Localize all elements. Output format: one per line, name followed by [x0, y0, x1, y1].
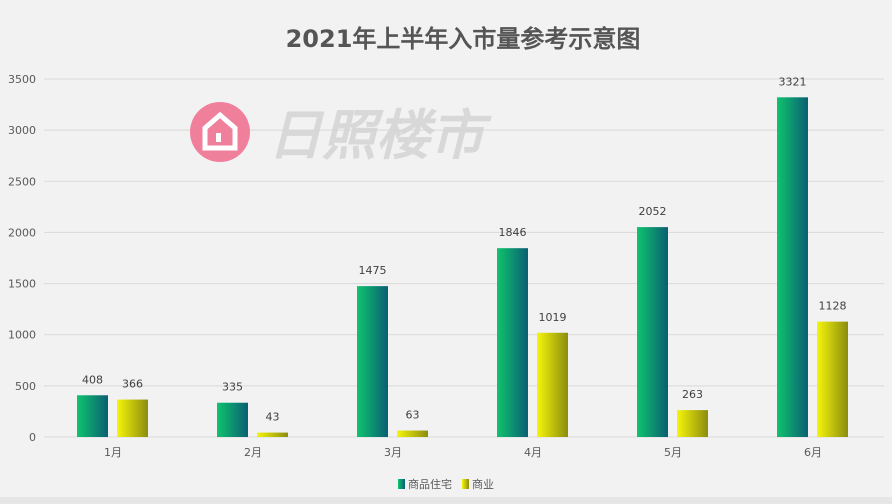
x-tick-label: 3月	[384, 446, 402, 459]
chart-title: 2021年上半年入市量参考示意图	[286, 25, 641, 53]
data-label: 2052	[639, 205, 667, 218]
data-label: 408	[82, 373, 103, 386]
y-tick-label: 500	[15, 380, 36, 393]
bar-commercial	[537, 332, 568, 437]
data-label: 63	[406, 409, 420, 422]
y-tick-label: 0	[29, 431, 36, 444]
y-tick-label: 3500	[8, 73, 36, 86]
x-tick-label: 6月	[804, 446, 822, 459]
data-label: 335	[222, 381, 243, 394]
bottom-border	[0, 497, 892, 504]
data-label: 1475	[359, 264, 387, 277]
legend-label: 商业	[472, 477, 494, 491]
legend-label: 商品住宅	[408, 477, 452, 491]
legend-swatch	[462, 479, 469, 489]
bar-commercial	[397, 430, 428, 437]
bar-commercial	[817, 321, 848, 437]
bar-residential	[777, 97, 808, 437]
watermark-text: 日照楼市	[268, 104, 492, 167]
bar-residential	[357, 286, 388, 437]
x-tick-label: 4月	[524, 446, 542, 459]
data-label: 43	[266, 411, 280, 424]
y-tick-label: 2500	[8, 175, 36, 188]
data-label: 1019	[539, 311, 567, 324]
bar-residential	[77, 395, 108, 437]
legend-swatch	[398, 479, 405, 489]
bar-residential	[217, 402, 248, 437]
bar-commercial	[117, 399, 148, 437]
bar-residential	[497, 248, 528, 437]
data-label: 263	[682, 388, 703, 401]
x-tick-label: 2月	[244, 446, 262, 459]
bar-residential	[637, 227, 668, 437]
bar-commercial	[677, 410, 708, 437]
data-label: 366	[122, 378, 143, 391]
y-tick-label: 3000	[8, 124, 36, 137]
data-label: 1128	[819, 300, 847, 313]
y-tick-label: 1000	[8, 329, 36, 342]
y-tick-label: 2000	[8, 226, 36, 239]
data-label: 1846	[499, 226, 527, 239]
x-tick-label: 5月	[664, 446, 682, 459]
bar-commercial	[257, 432, 288, 437]
data-label: 3321	[779, 75, 807, 88]
x-tick-label: 1月	[104, 446, 122, 459]
y-tick-label: 1500	[8, 278, 36, 291]
watermark-logo: 日照楼市	[190, 102, 492, 167]
